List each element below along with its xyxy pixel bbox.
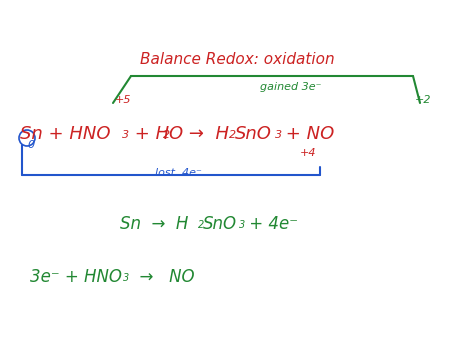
Text: +2: +2 — [415, 95, 431, 105]
Text: +5: +5 — [115, 95, 131, 105]
Text: lost  4e⁻: lost 4e⁻ — [155, 168, 202, 178]
Text: Sn + HNO: Sn + HNO — [20, 125, 110, 143]
Text: 2: 2 — [163, 130, 170, 140]
Text: →   NO: → NO — [129, 268, 195, 286]
Text: 0: 0 — [27, 140, 34, 150]
Text: O →  H: O → H — [169, 125, 229, 143]
Text: + H: + H — [129, 125, 169, 143]
Text: gained 3e⁻: gained 3e⁻ — [260, 82, 321, 92]
Text: 3: 3 — [122, 130, 129, 140]
Text: + NO: + NO — [280, 125, 334, 143]
Text: 3: 3 — [123, 273, 129, 283]
Text: +4: +4 — [300, 148, 317, 158]
Text: 2: 2 — [198, 220, 204, 230]
Text: 3: 3 — [275, 130, 282, 140]
Text: 3e⁻ + HNO: 3e⁻ + HNO — [30, 268, 122, 286]
Text: 3: 3 — [239, 220, 245, 230]
Text: + 4e⁻: + 4e⁻ — [244, 215, 298, 233]
Text: SnO: SnO — [203, 215, 237, 233]
Text: SnO: SnO — [235, 125, 272, 143]
Text: 2: 2 — [229, 130, 236, 140]
Text: Sn  →  H: Sn → H — [120, 215, 188, 233]
Text: Balance Redox: oxidation: Balance Redox: oxidation — [140, 52, 334, 67]
